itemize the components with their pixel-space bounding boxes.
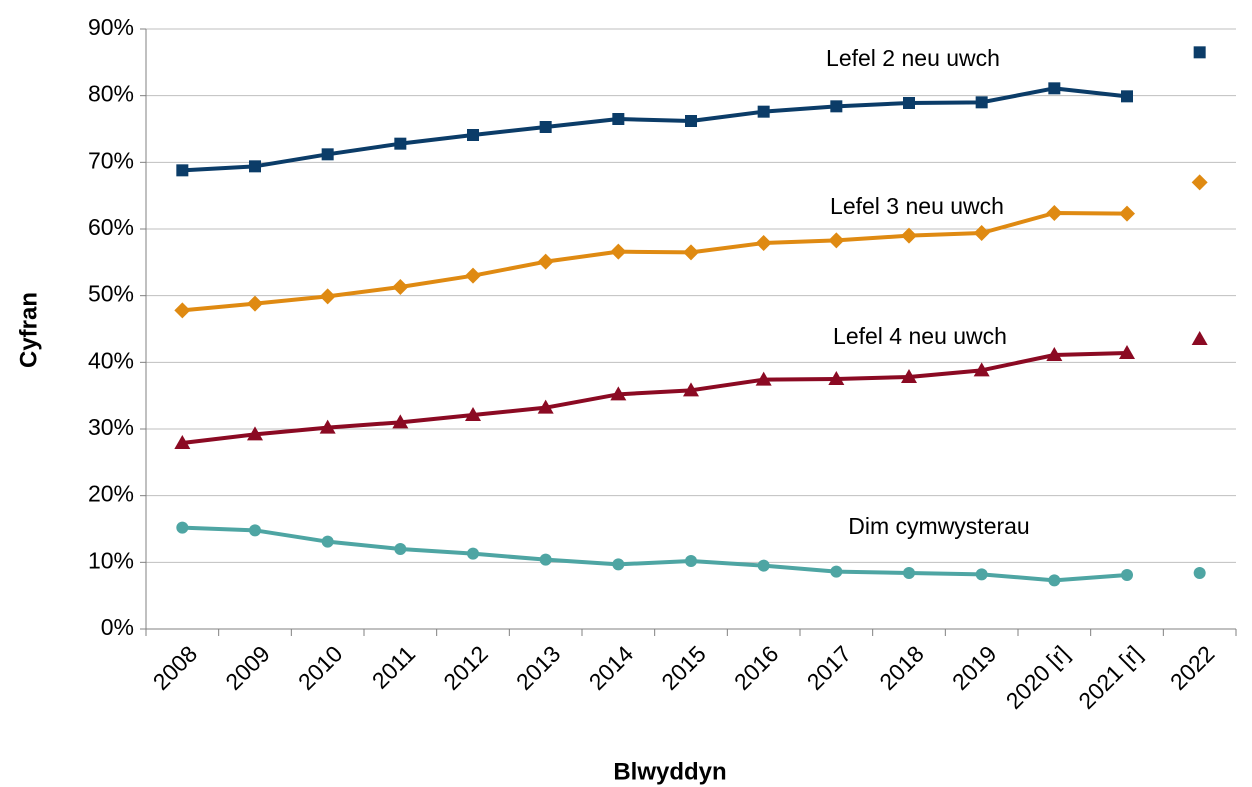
marker — [612, 113, 625, 125]
marker — [465, 407, 481, 421]
marker — [392, 414, 409, 429]
marker — [685, 555, 697, 567]
series-label: Lefel 3 neu uwch — [830, 193, 1004, 219]
x-tick-label: 2014 — [584, 640, 639, 695]
marker — [685, 115, 697, 127]
marker — [1046, 347, 1063, 361]
marker — [612, 558, 625, 571]
marker — [1048, 82, 1061, 95]
marker — [610, 243, 627, 260]
marker — [465, 267, 481, 284]
marker — [1193, 567, 1206, 579]
marker — [975, 96, 988, 109]
y-tick-label: 40% — [88, 347, 134, 373]
marker — [539, 121, 552, 133]
marker — [610, 386, 627, 401]
marker — [176, 164, 189, 177]
marker — [249, 160, 261, 173]
x-tick-label: 2022 — [1165, 640, 1220, 695]
series-label: Lefel 2 neu uwch — [826, 45, 1000, 71]
marker — [247, 426, 263, 441]
marker — [1191, 331, 1208, 345]
marker — [683, 382, 699, 397]
marker — [1119, 205, 1135, 222]
x-tick-label: 2008 — [148, 640, 203, 695]
y-tick-label: 60% — [88, 214, 134, 240]
marker — [394, 137, 407, 150]
x-tick-label: 2020 [r] — [1001, 640, 1075, 714]
marker — [319, 419, 336, 434]
marker — [903, 97, 915, 109]
marker — [176, 521, 189, 534]
y-axis-label: Cyfran — [15, 292, 42, 368]
marker — [321, 148, 334, 161]
marker — [1193, 46, 1206, 59]
marker — [392, 279, 409, 295]
marker — [539, 553, 552, 566]
y-tick-label: 0% — [101, 614, 134, 640]
y-tick-label: 70% — [88, 147, 134, 173]
x-tick-label: 2016 — [729, 640, 784, 695]
x-tick-label: 2010 — [293, 640, 348, 695]
x-axis-label: Blwyddyn — [613, 758, 726, 785]
marker — [828, 371, 845, 385]
marker — [1119, 345, 1135, 359]
x-tick-label: 2018 — [874, 640, 929, 695]
x-tick-label: 2015 — [656, 640, 711, 695]
marker — [901, 227, 917, 244]
marker — [394, 543, 407, 555]
x-tick-label: 2012 — [438, 640, 493, 695]
marker — [757, 105, 770, 118]
y-tick-label: 90% — [88, 14, 134, 40]
marker — [247, 295, 263, 312]
marker — [1048, 574, 1061, 587]
y-tick-label: 10% — [88, 547, 134, 573]
marker — [537, 253, 554, 270]
y-tick-label: 30% — [88, 414, 134, 440]
y-tick-label: 50% — [88, 281, 134, 307]
marker — [973, 225, 990, 241]
marker — [755, 371, 772, 386]
marker — [975, 568, 988, 581]
marker — [537, 399, 554, 414]
series-label: Dim cymwysterau — [848, 513, 1029, 539]
marker — [1121, 569, 1133, 581]
series-line — [182, 86, 1128, 173]
series-line — [182, 351, 1128, 445]
marker — [903, 567, 915, 579]
x-tick-label: 2021 [r] — [1073, 640, 1147, 714]
marker — [249, 524, 261, 537]
marker — [830, 565, 843, 578]
marker — [973, 362, 990, 377]
marker — [174, 302, 191, 319]
marker — [901, 369, 917, 383]
marker — [1191, 174, 1208, 191]
series-line — [182, 525, 1128, 583]
marker — [828, 232, 845, 249]
marker — [755, 235, 772, 251]
series-label: Lefel 4 neu uwch — [833, 323, 1007, 349]
marker — [1121, 90, 1133, 103]
x-tick-label: 2011 — [367, 640, 420, 693]
marker — [319, 288, 336, 305]
marker — [321, 535, 334, 548]
y-tick-label: 80% — [88, 81, 134, 107]
marker — [757, 559, 770, 572]
x-tick-label: 2019 — [947, 640, 1002, 695]
x-tick-label: 2009 — [220, 640, 275, 695]
x-tick-label: 2013 — [511, 640, 566, 695]
y-tick-label: 20% — [88, 481, 134, 507]
series-line — [182, 211, 1128, 313]
marker — [467, 129, 479, 141]
marker — [683, 244, 699, 261]
x-tick-label: 2017 — [802, 640, 857, 695]
marker — [467, 547, 479, 560]
marker — [1046, 205, 1063, 221]
marker — [174, 435, 191, 449]
marker — [830, 100, 843, 113]
